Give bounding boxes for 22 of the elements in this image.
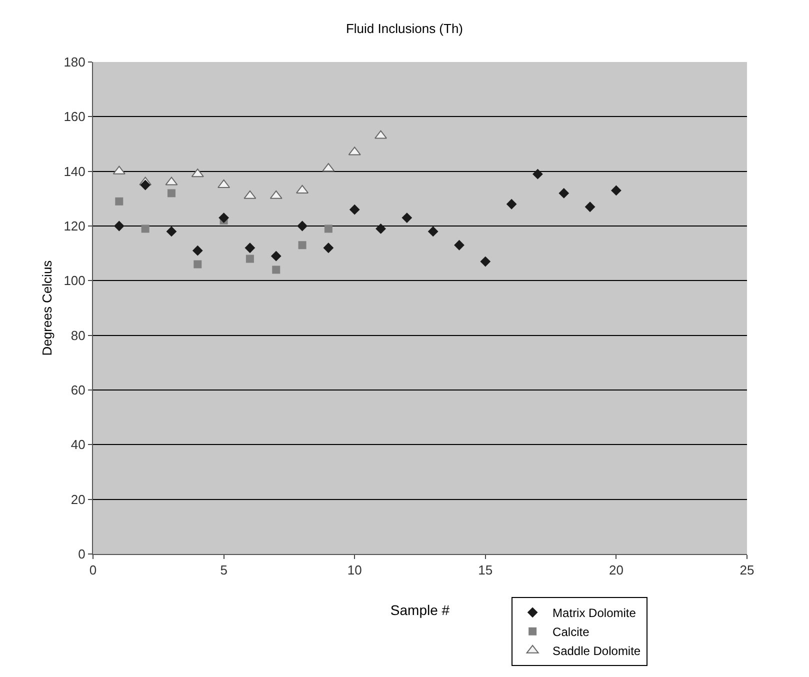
chart-title: Fluid Inclusions (Th)	[346, 20, 464, 36]
x-axis-title: Sample #	[390, 602, 450, 618]
y-tick-label: 60	[70, 382, 86, 398]
y-tick-label: 120	[64, 218, 86, 234]
y-tick-label: 0	[78, 546, 86, 562]
legend-label: Saddle Dolomite	[552, 644, 641, 658]
x-tick-label: 10	[347, 562, 362, 578]
x-tick-label: 20	[608, 562, 624, 578]
x-tick-label: 0	[89, 562, 97, 578]
legend-label: Matrix Dolomite	[552, 606, 636, 620]
y-axis-title: Degrees Celcius	[40, 260, 55, 356]
y-tick-label: 40	[70, 437, 86, 452]
x-tick-label: 25	[740, 562, 754, 578]
y-tick-label: 180	[64, 54, 86, 70]
legend-label: Calcite	[552, 625, 590, 640]
y-tick-label: 140	[64, 164, 86, 179]
y-tick-label: 80	[70, 328, 86, 343]
x-tick-label: 15	[478, 562, 493, 578]
x-tick-label: 5	[220, 562, 228, 578]
y-tick-label: 100	[64, 273, 86, 288]
y-tick-label: 20	[70, 492, 86, 507]
y-tick-label: 160	[64, 109, 86, 124]
